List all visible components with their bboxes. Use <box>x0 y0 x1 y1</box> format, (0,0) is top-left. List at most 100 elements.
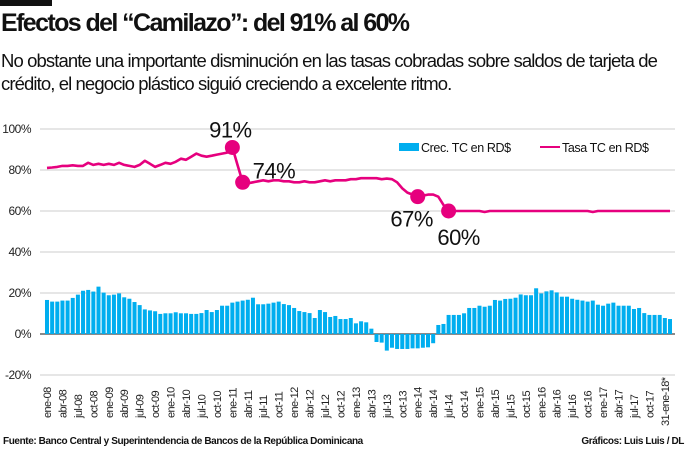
x-tick-label: jul-09 <box>135 394 147 419</box>
x-tick-label: ene-16 <box>536 387 548 418</box>
bar <box>137 305 142 334</box>
y-tick-label: 100% <box>2 122 32 136</box>
bar <box>168 313 173 334</box>
y-tick-label: 40% <box>8 245 31 259</box>
x-tick-label: oct-10 <box>212 391 224 418</box>
bar <box>523 295 528 334</box>
bar <box>45 299 49 334</box>
bar <box>353 323 358 334</box>
x-tick-label: ene-14 <box>413 387 425 418</box>
bar <box>513 297 518 334</box>
x-tick-label: abr-16 <box>552 389 564 418</box>
bar <box>400 334 405 349</box>
bar <box>487 305 492 334</box>
bar <box>565 296 570 334</box>
bar <box>431 334 436 344</box>
x-tick-label: jul-08 <box>73 394 85 419</box>
bar <box>333 315 338 334</box>
bar <box>276 301 281 334</box>
bar <box>451 314 456 334</box>
bar <box>528 295 533 334</box>
x-tick-label: oct-11 <box>274 391 286 418</box>
bar <box>209 312 214 334</box>
x-tick-label: abr-08 <box>57 389 69 418</box>
bar <box>106 295 111 334</box>
bar <box>420 334 425 348</box>
bar <box>122 297 127 334</box>
bar <box>662 318 667 334</box>
x-tick-label: oct-09 <box>150 391 162 418</box>
bar <box>637 307 642 334</box>
x-tick-label: oct-15 <box>521 391 533 418</box>
chart-title: Efectos del “Camilazo”: del 91% al 60% <box>1 9 410 37</box>
bar <box>266 303 271 334</box>
bar <box>549 290 554 334</box>
bar <box>359 321 364 334</box>
bar <box>70 297 75 334</box>
x-tick-label: abr-11 <box>243 390 255 418</box>
x-tick-label: abr-14 <box>428 389 440 418</box>
annotation-marker <box>410 189 426 205</box>
bar <box>189 313 194 334</box>
x-tick-label: abr-15 <box>490 389 502 418</box>
bar <box>405 334 410 349</box>
bar <box>570 298 575 334</box>
bar <box>75 294 80 334</box>
bar <box>606 303 611 334</box>
y-tick-label: 60% <box>8 204 31 218</box>
bar <box>621 305 626 334</box>
bar <box>302 312 307 334</box>
bar <box>317 310 322 334</box>
x-tick-label: oct-17 <box>644 391 656 418</box>
bar <box>472 307 477 334</box>
bar <box>626 305 631 334</box>
bar <box>184 313 189 334</box>
bar <box>286 305 291 334</box>
x-tick-label: jul-16 <box>567 394 579 419</box>
bar <box>616 305 621 334</box>
graphics-credit: Gráficos: Luis Luis / DL <box>581 436 684 447</box>
x-tick-label: oct-08 <box>88 391 100 418</box>
bar <box>297 311 302 334</box>
bar <box>91 291 96 334</box>
x-tick-label: ene-11 <box>227 388 239 418</box>
x-tick-label: abr-17 <box>614 389 626 418</box>
bar <box>498 300 503 334</box>
chart-subtitle: No obstante una importante disminución e… <box>1 50 658 94</box>
bar <box>204 310 209 334</box>
bar <box>374 334 379 342</box>
x-tick-label: oct-12 <box>335 391 347 418</box>
x-tick-label: ene-09 <box>104 387 116 418</box>
bar <box>389 334 394 348</box>
bar <box>384 334 389 351</box>
annotation-label: 67% <box>390 207 433 232</box>
x-tick-label: jul-12 <box>320 394 332 419</box>
x-tick-label: abr-09 <box>119 389 131 418</box>
bar <box>214 310 219 334</box>
bar <box>147 310 152 334</box>
x-tick-label: jul-13 <box>382 394 394 419</box>
bar <box>585 301 590 334</box>
bar <box>539 293 544 334</box>
y-tick-label: 0% <box>15 327 32 341</box>
bar <box>462 313 467 334</box>
x-tick-label: jul-17 <box>629 394 641 419</box>
bar <box>256 304 261 334</box>
annotation-marker <box>224 139 240 155</box>
bar <box>158 313 163 334</box>
bar <box>240 300 245 334</box>
bar <box>652 314 657 334</box>
bar <box>518 294 523 334</box>
bar <box>477 305 482 334</box>
x-tick-label: ene-12 <box>289 387 301 418</box>
annotation-label: 74% <box>253 158 296 183</box>
x-tick-label: jul-15 <box>505 394 517 419</box>
bar <box>292 307 297 334</box>
rate-line <box>46 146 670 214</box>
bar <box>647 314 652 334</box>
bar <box>508 298 513 334</box>
bar <box>225 305 230 334</box>
bar <box>307 313 312 334</box>
bar <box>467 307 472 334</box>
